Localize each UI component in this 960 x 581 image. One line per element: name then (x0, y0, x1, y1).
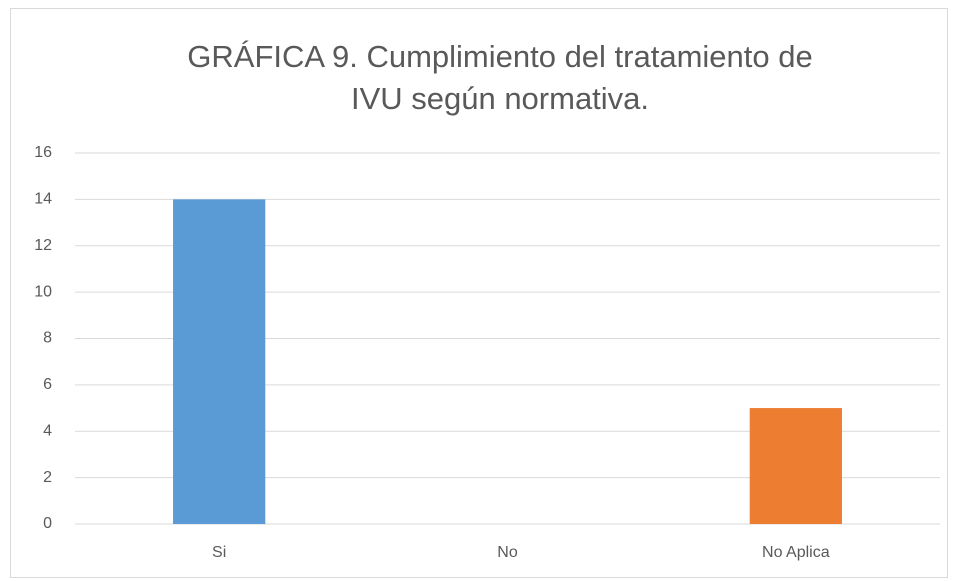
y-tick-label: 10 (34, 283, 52, 300)
x-tick-label: No Aplica (762, 544, 830, 561)
y-tick-label: 4 (43, 422, 52, 439)
bar (173, 199, 266, 524)
bar (749, 408, 842, 524)
y-tick-label: 0 (43, 515, 52, 532)
x-tick-label: Si (212, 544, 226, 561)
chart-frame (10, 8, 948, 578)
y-tick-label: 14 (34, 191, 52, 208)
y-tick-label: 6 (43, 376, 52, 393)
y-tick-label: 8 (43, 330, 52, 347)
y-tick-label: 2 (43, 469, 52, 486)
y-tick-label: 16 (34, 144, 52, 161)
y-tick-label: 12 (34, 237, 52, 254)
x-tick-label: No (497, 544, 518, 561)
chart-title: GRÁFICA 9. Cumplimiento del tratamiento … (187, 39, 813, 116)
